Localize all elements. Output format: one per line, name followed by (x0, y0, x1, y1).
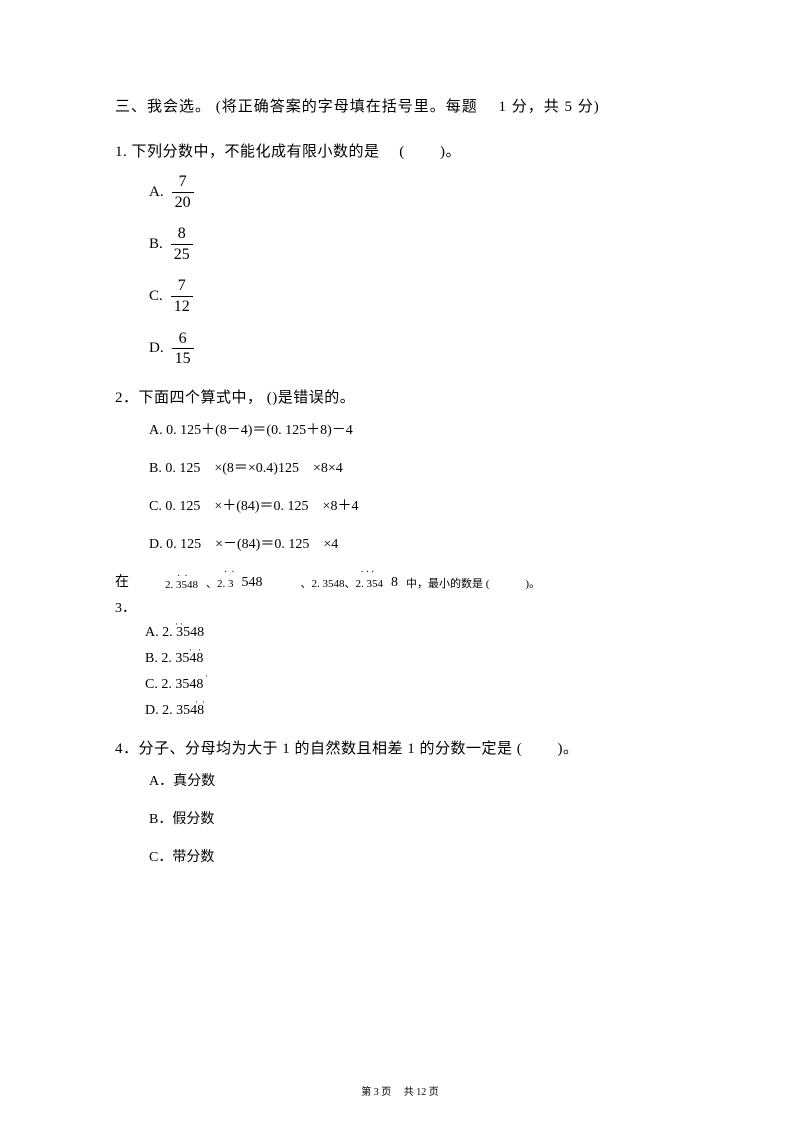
fraction-line (171, 296, 193, 297)
q1-a-den: 20 (172, 194, 194, 212)
q1-d-num: 6 (176, 330, 190, 348)
q1-text: 1. 下列分数中，不能化成有限小数的是 ( )。 (115, 140, 685, 161)
dot-icon: ·· (189, 645, 207, 655)
question-2: 2．下面四个算式中， ()是错误的。 A. 0. 125＋(8－4)＝(0. 1… (115, 386, 685, 553)
question-3: 在 ·· 2. 3548 ·· 、2. 3 548 ··· 、2. 3548、2… (115, 571, 685, 719)
q4-options: A．真分数 B．假分数 C．带分数 (115, 770, 685, 866)
fraction-line (172, 192, 194, 193)
q1-d-den: 15 (172, 350, 194, 368)
q2-option-c: C. 0. 125 ×＋(84)＝0. 125 ×8＋4 (115, 495, 685, 515)
q4-option-b: B．假分数 (115, 808, 685, 828)
q3-tail: 中，最小的数是 ( (406, 575, 489, 591)
q2-option-d: D. 0. 125 ×－(84)＝0. 125 ×4 (115, 533, 685, 553)
q3-in: 在 (115, 571, 135, 591)
dot-icon: ·· (177, 571, 192, 582)
q3-n4-text: 、2. 3548、2. 354 (301, 578, 384, 590)
q4-option-c: C．带分数 (115, 846, 685, 866)
q1-d-label: D. (149, 340, 164, 357)
question-4: 4．分子、分母均为大于 1 的自然数且相差 1 的分数一定是 ( )。 A．真分… (115, 737, 685, 866)
q2-options: A. 0. 125＋(8－4)＝(0. 125＋8)－4 B. 0. 125 ×… (115, 419, 685, 553)
q3-n4: ··· 、2. 3548、2. 354 (301, 575, 384, 591)
fraction-line (171, 244, 193, 245)
q1-b-label: B. (149, 236, 163, 253)
q1-c-num: 7 (175, 277, 189, 295)
q1-a-num: 7 (176, 173, 190, 191)
section-title: 三、我会选。 (将正确答案的字母填在括号里。每题 1 分，共 5 分) (115, 95, 685, 116)
q2-option-b: B. 0. 125 ×(8＝×0.4)125 ×8×4 (115, 457, 685, 477)
q3-stem: 在 ·· 2. 3548 ·· 、2. 3 548 ··· 、2. 3548、2… (115, 571, 685, 591)
q3-options: ·· A. 2. 3548 ·· B. 2. 3548 · C. 2. 3548… (115, 625, 685, 719)
q1-c-den: 12 (171, 298, 193, 316)
q3-n2: ·· 、2. 3 (206, 575, 234, 591)
dot-icon: ·· (224, 567, 239, 578)
q1-c-label: C. (149, 288, 163, 305)
fraction-line (172, 348, 194, 349)
q3-c-text: C. 2. 3548 (145, 677, 203, 692)
q2-text: 2．下面四个算式中， ()是错误的。 (115, 386, 685, 407)
q4-text: 4．分子、分母均为大于 1 的自然数且相差 1 的分数一定是 ( )。 (115, 737, 685, 758)
page-footer: 第 3 页 共 12 页 (0, 1083, 800, 1098)
question-1: 1. 下列分数中，不能化成有限小数的是 ( )。 A. 7 20 B. 8 25… (115, 140, 685, 368)
q1-c-fraction: 7 12 (171, 277, 193, 315)
q3-n5: 8 (391, 575, 398, 591)
q3-option-d: ·· D. 2. 3548 (145, 703, 685, 719)
q1-a-label: A. (149, 184, 164, 201)
q1-option-a: A. 7 20 (149, 173, 685, 211)
q4-option-a: A．真分数 (115, 770, 685, 790)
q3-n3: 548 (242, 575, 263, 591)
q2-option-a: A. 0. 125＋(8－4)＝(0. 125＋8)－4 (115, 419, 685, 439)
q3-option-c: · C. 2. 3548 (145, 677, 685, 693)
q1-b-num: 8 (175, 225, 189, 243)
q1-options: A. 7 20 B. 8 25 C. 7 12 D. (115, 173, 685, 368)
dot-icon: ·· (175, 619, 185, 629)
dot-icon: · (205, 671, 208, 681)
q3-close: )。 (525, 575, 540, 591)
q1-d-fraction: 6 15 (172, 330, 194, 368)
q1-a-fraction: 7 20 (172, 173, 194, 211)
q3-n1: ·· 2. 3548 (165, 579, 198, 591)
q1-option-d: D. 6 15 (149, 330, 685, 368)
q3-option-b: ·· B. 2. 3548 (145, 651, 685, 667)
dot-icon: ··· (361, 567, 377, 578)
q1-option-b: B. 8 25 (149, 225, 685, 263)
q3-n2-text: 、2. 3 (206, 578, 234, 590)
q3-label: 3． (115, 597, 685, 617)
q1-b-den: 25 (171, 246, 193, 264)
q1-b-fraction: 8 25 (171, 225, 193, 263)
q3-option-a: ·· A. 2. 3548 (145, 625, 685, 641)
dot-icon: ·· (195, 697, 209, 707)
q1-option-c: C. 7 12 (149, 277, 685, 315)
